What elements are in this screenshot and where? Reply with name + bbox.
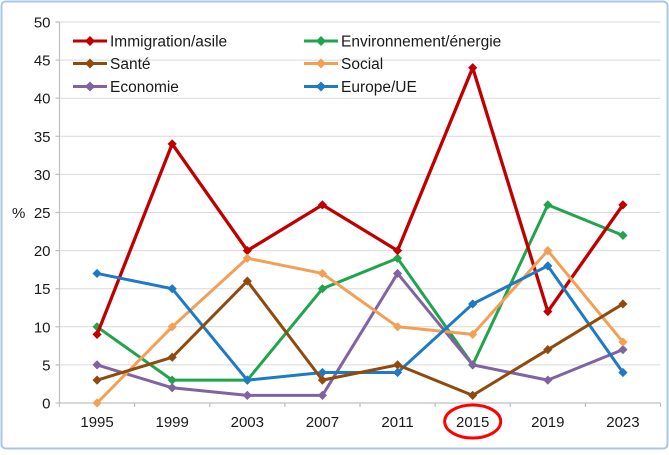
legend-marker-icon-immigration-asile [85,36,95,46]
series-line-sante [96,279,624,397]
data-point-europe-ue-2019 [543,261,553,271]
data-point-environnement-energie-2007 [317,284,328,294]
data-point-sante-1995 [92,375,102,385]
data-point-environnement-energie-2019 [543,200,553,210]
data-point-social-2019 [543,246,553,256]
x-tick-label-2015: 2015 [456,414,489,431]
y-gridlines [59,21,661,366]
data-point-economie-1995 [92,360,102,370]
data-point-economie-1999 [167,383,177,393]
x-tick-label-2007: 2007 [306,414,339,431]
data-point-immigration-asile-2019 [543,306,553,317]
y-tick-label-5: 5 [42,357,50,374]
legend-marker-icon-europe-ue [316,81,326,92]
data-point-sante-2011 [392,360,403,370]
y-tick-label-40: 40 [34,91,51,108]
series-social [92,246,628,408]
data-point-sante-2003 [242,276,252,286]
series-sante [92,276,628,400]
data-point-immigration-asile-2015 [468,63,478,73]
legend-item-europe-ue: Europe/UE [304,79,417,96]
data-point-europe-ue-2015 [468,299,478,309]
y-tick-label-25: 25 [34,205,51,222]
data-point-europe-ue-2003 [242,375,252,385]
legend-marker-icon-environnement-energie [316,36,326,46]
data-point-sante-2007 [317,375,328,385]
data-point-europe-ue-2011 [392,367,403,378]
data-point-europe-ue-2023 [618,367,628,378]
y-tick-label-30: 30 [34,167,51,184]
y-tick-label-0: 0 [42,396,50,413]
data-point-sante-2015 [468,390,478,400]
data-point-environnement-energie-2023 [618,230,628,240]
legend-label-europe-ue: Europe/UE [341,79,417,96]
x-tick-labels: 1995 1999 2003 2007 2011 2015 2019 2023 [80,414,639,431]
legend-label-sante: Santé [110,56,151,73]
legend-label-immigration-asile: Immigration/asile [110,34,227,51]
data-point-economie-2019 [543,375,553,385]
legend-marker-icon-economie [85,81,95,92]
legend-label-economie: Economie [110,79,179,96]
series-line-economie [96,271,624,397]
data-point-immigration-asile-1995 [92,329,102,340]
data-point-economie-2023 [618,345,628,355]
data-point-social-2003 [242,253,252,263]
x-tick-label-2023: 2023 [606,414,639,431]
data-point-immigration-asile-2011 [392,246,403,256]
data-point-immigration-asile-2007 [317,200,328,210]
data-point-environnement-energie-1999 [167,375,177,385]
data-point-social-1999 [167,322,177,332]
data-point-economie-2015 [468,360,478,370]
legend-label-environnement-energie: Environnement/énergie [341,34,501,51]
y-tick-label-10: 10 [34,319,51,336]
y-axis-unit-label: % [12,205,25,222]
legend-label-social: Social [341,56,383,73]
legend-marker-icon-sante [85,58,95,69]
legend-item-social: Social [304,56,383,73]
legend-item-environnement-energie: Environnement/énergie [304,34,501,51]
data-point-environnement-energie-1995 [92,322,102,332]
x-tick-label-2003: 2003 [231,414,264,431]
data-point-social-2015 [468,329,478,340]
legend: Immigration/asile Environnement/énergie Sa… [73,34,501,96]
data-point-europe-ue-1999 [167,284,177,294]
legend-item-sante: Santé [73,56,151,73]
axes [55,21,662,407]
legend-item-economie: Economie [73,79,179,96]
data-point-immigration-asile-2023 [618,200,628,210]
data-point-economie-2007 [317,390,328,400]
legend-item-immigration-asile: Immigration/asile [73,34,227,51]
y-tick-label-45: 45 [34,53,51,70]
data-point-sante-2023 [618,299,628,309]
legend-marker-icon-social [316,58,326,69]
data-point-europe-ue-1995 [92,268,102,279]
data-point-immigration-asile-1999 [167,139,177,149]
data-point-economie-2011 [392,268,403,279]
data-point-sante-2019 [543,345,553,355]
data-point-sante-1999 [167,352,177,362]
data-point-economie-2003 [242,390,252,400]
highlight-ellipse-2015 [443,403,503,440]
y-tick-label-20: 20 [34,243,51,260]
x-tick-label-2019: 2019 [531,414,564,431]
data-point-social-2007 [317,268,328,279]
y-tick-labels: 0 5 10 15 20 25 30 35 40 45 50 [34,15,51,413]
x-tick-label-1995: 1995 [80,414,113,431]
y-tick-label-15: 15 [34,281,51,298]
data-point-social-2011 [392,322,403,332]
y-tick-label-50: 50 [34,15,51,32]
series-line-environnement-energie [96,203,624,382]
series-line-social [95,249,625,405]
x-tick-label-2011: 2011 [381,414,413,431]
data-point-social-1995 [92,398,102,408]
y-tick-label-35: 35 [34,129,51,146]
x-tick-label-1999: 1999 [156,414,189,431]
series-economie [92,268,628,400]
data-point-environnement-energie-2011 [392,253,403,263]
data-point-immigration-asile-2003 [242,246,252,256]
data-point-social-2023 [618,337,628,347]
